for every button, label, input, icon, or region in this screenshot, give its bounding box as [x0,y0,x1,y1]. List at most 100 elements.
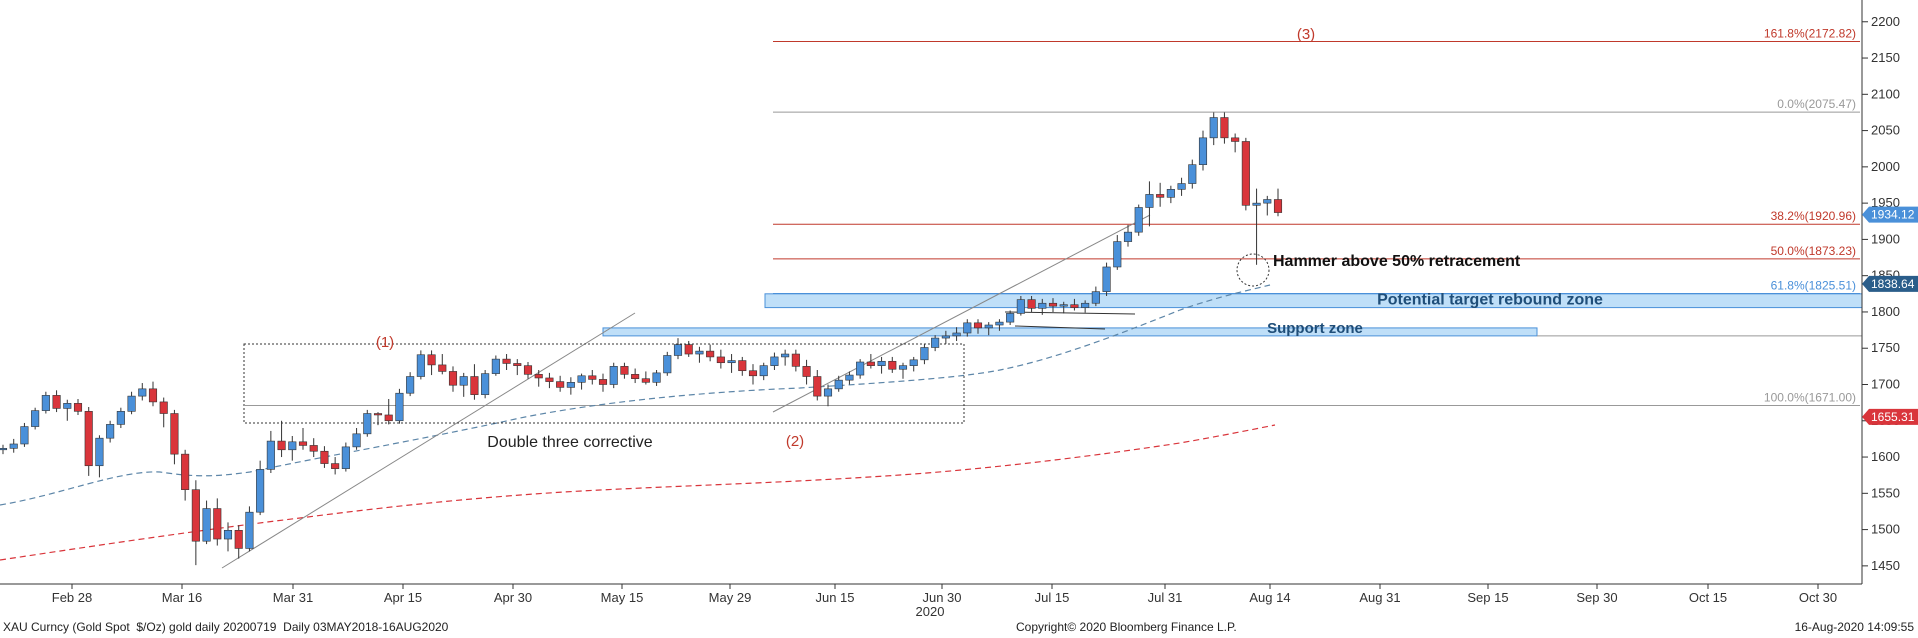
candle-body [588,375,597,380]
flag-line-top [1004,311,1136,315]
x-tick-label: May 15 [601,590,644,605]
candle-body [1038,302,1047,309]
fib-label-4: 61.8%(1825.51) [1771,278,1856,292]
uptrend-line-2 [772,214,1151,413]
candle-body [1156,194,1165,198]
price-tag-bg [1862,275,1918,292]
candle-body [148,388,158,403]
y-tick-label: 2000 [1871,159,1900,174]
candle-body [523,365,533,375]
candle-body [41,395,50,411]
candle-body [331,463,340,469]
candle [663,351,672,376]
candle [1027,295,1036,312]
candle-body [448,371,458,386]
candle [920,343,929,365]
fib-label-5: 100.0%(1671.00) [1764,391,1856,405]
candle [588,369,597,385]
candle-body [84,411,93,467]
candle-body [716,356,725,364]
candle [298,428,308,450]
wave-1-label: (1) [376,334,394,351]
candle-body [1006,313,1015,323]
candle [566,377,575,395]
candle [577,373,586,390]
y-tick-label: 1900 [1871,231,1900,246]
candle [470,364,479,400]
y-tick-label: 1550 [1871,485,1900,500]
candle [352,428,361,450]
candle [973,319,983,334]
year-label: 2020 [916,604,945,619]
security-description: XAU Curncy (Gold Spot $/Oz) gold daily 2… [3,620,449,634]
candle [1156,182,1165,207]
candle-body [266,440,275,470]
candle [770,352,779,370]
candlesticks [0,112,1283,566]
candle-body [641,378,650,383]
candle-body [598,379,608,385]
candle [416,350,425,380]
candle-body [513,363,522,366]
candle-body [320,450,329,464]
candle [545,372,554,389]
candle [223,522,233,552]
candle-body [706,350,715,358]
candle-body [673,344,683,356]
price-tag-2: 1655.31 [1862,408,1918,425]
candle-body [1263,199,1272,204]
candle [598,373,608,392]
candle [1091,286,1100,307]
candle [738,356,747,376]
candle [1241,137,1250,211]
candle [202,500,211,545]
candle [427,350,436,376]
candle [245,506,254,552]
candle-body [309,445,318,452]
candle [481,369,490,399]
x-tick-label: Sep 30 [1576,590,1617,605]
candle [9,438,18,453]
candle [845,371,854,385]
candle [395,388,404,424]
candle [1006,310,1015,326]
candle-body [1166,189,1175,198]
candle [288,436,297,461]
candle-body [813,376,822,397]
candle [1198,130,1208,171]
candle-body [738,360,747,372]
x-tick-label: Aug 31 [1359,590,1400,605]
trend-lines [221,214,1270,569]
candle [684,340,693,357]
candle [191,480,200,566]
candle [931,335,940,352]
candle-body [823,388,833,397]
copyright: Copyright© 2020 Bloomberg Finance L.P. [1016,620,1237,634]
candle [620,362,629,379]
candle-body [1091,291,1100,304]
candle [41,391,50,414]
candle-body [1113,241,1122,268]
wave-2-label: (2) [786,433,804,450]
candle-body [31,410,40,427]
candle [459,372,468,397]
candle [106,420,115,443]
candle-body [545,377,554,382]
candle-body [170,413,179,455]
candle [941,330,950,344]
candle [73,399,83,415]
price-tag-bg [1862,408,1918,425]
axes: 1450150015501600165017001750180018501900… [0,0,1918,619]
candle [373,412,383,426]
candle [84,406,93,476]
candle [952,327,961,341]
candle-body [213,508,222,540]
x-tick-label: Oct 15 [1689,590,1727,605]
x-tick-label: Feb 28 [52,590,92,605]
candle-body [234,530,243,549]
candle-body [0,448,8,451]
x-tick-label: May 29 [709,590,752,605]
candle [1188,159,1197,189]
wave-3-label: (3) [1297,26,1315,43]
candle [491,355,500,376]
